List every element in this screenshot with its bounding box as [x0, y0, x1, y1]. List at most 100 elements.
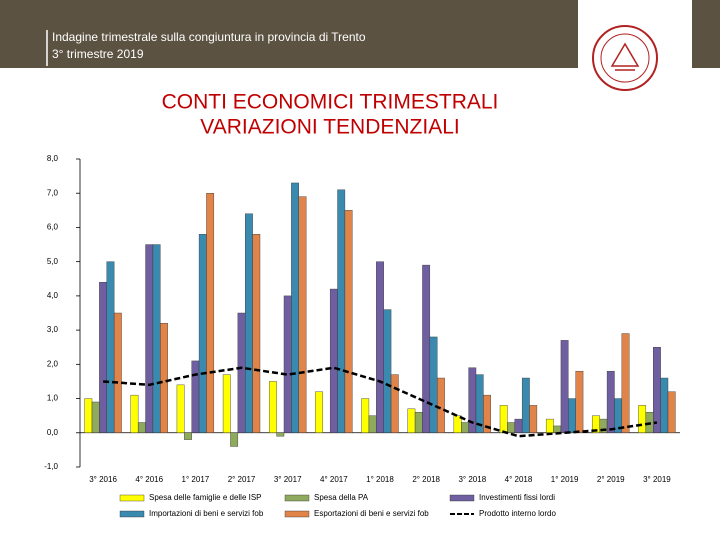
bar [191, 360, 200, 433]
bar [276, 432, 285, 437]
bar [160, 323, 168, 433]
bar [344, 210, 353, 433]
bar [198, 234, 207, 433]
bar [499, 405, 508, 433]
bar [376, 261, 384, 433]
x-tick-label: 2° 2017 [228, 475, 256, 484]
bar [145, 244, 154, 433]
bar [568, 398, 576, 433]
bar [337, 189, 346, 433]
x-tick-label: 4° 2017 [320, 475, 348, 484]
legend-label: Prodotto interno lordo [479, 509, 556, 518]
x-tick-label: 3° 2018 [458, 475, 486, 484]
legend-label: Esportazioni di beni e servizi fob [314, 509, 429, 518]
bar [521, 377, 530, 433]
bar [667, 391, 676, 433]
bar [461, 422, 469, 433]
bar [283, 295, 292, 433]
bar [113, 312, 122, 433]
x-tick-label: 1° 2019 [551, 475, 579, 484]
y-tick-label: 6,0 [47, 223, 59, 232]
y-tick-label: 2,0 [47, 359, 59, 368]
x-tick-label: 3° 2017 [274, 475, 302, 484]
plot: -1,0 0,0 1,0 2,0 3,0 4,0 5,0 6,0 7,0 8,0 3° 2016 4°… [44, 154, 680, 518]
legend-swatch [284, 494, 310, 502]
bar [237, 312, 246, 433]
logo-area [578, 0, 692, 100]
y-tick-label: 5,0 [47, 257, 59, 266]
bar [414, 412, 423, 433]
x-tick-label: 2° 2018 [412, 475, 440, 484]
bar [368, 415, 377, 433]
header-title: Indagine trimestrale sulla congiuntura i… [52, 30, 366, 44]
bar [514, 418, 523, 433]
bar [99, 282, 107, 433]
bar [660, 377, 669, 433]
bar [429, 336, 438, 433]
header-subtitle: 3° trimestre 2019 [52, 47, 144, 61]
legend-label: Importazioni di beni e servizi fob [149, 509, 264, 518]
legend-swatch [449, 494, 475, 502]
bar [245, 213, 253, 433]
y-tick-label: 3,0 [47, 325, 59, 334]
y-tick-label: 8,0 [47, 154, 59, 163]
bar [361, 398, 370, 433]
bar [84, 398, 93, 433]
legend-swatch [284, 510, 310, 518]
bar [329, 288, 338, 433]
chart-title: CONTI ECONOMICI TRIMESTRALI [162, 91, 499, 114]
bar [106, 261, 115, 433]
x-tick-label: 4° 2016 [135, 475, 163, 484]
x-tick-label: 3° 2019 [643, 475, 671, 484]
bar [407, 408, 416, 433]
bar [507, 422, 515, 433]
y-tick-label: 4,0 [47, 291, 59, 300]
bar [560, 340, 569, 433]
line-series [102, 366, 658, 438]
bar [176, 384, 185, 433]
x-tick-label: 4° 2018 [505, 475, 533, 484]
legend-label: Investimenti fissi lordi [479, 493, 555, 502]
bar [606, 370, 615, 433]
x-tick-label: 1° 2018 [366, 475, 394, 484]
bar [621, 333, 630, 433]
y-tick-label: -1,0 [44, 462, 58, 471]
bar [298, 196, 307, 433]
bar [390, 374, 399, 433]
bar [437, 377, 445, 433]
legend-swatch [119, 510, 145, 518]
bar [653, 347, 661, 433]
bar [545, 418, 554, 433]
y-tick-label: 7,0 [47, 188, 59, 197]
bar [575, 370, 584, 433]
chart-title: VARIAZIONI TENDENZIALI [200, 116, 459, 139]
bar [222, 374, 231, 433]
bar [91, 401, 100, 433]
bar [269, 381, 277, 433]
x-tick-label: 2° 2019 [597, 475, 625, 484]
bar [315, 391, 323, 433]
bar [383, 309, 392, 433]
bar [483, 394, 491, 433]
logo [592, 25, 658, 91]
x-tick-label: 3° 2016 [89, 475, 117, 484]
bar [230, 432, 239, 447]
bar [152, 244, 161, 433]
bar [291, 182, 299, 433]
bar [252, 234, 261, 433]
bar [553, 425, 562, 433]
y-tick-label: 1,0 [47, 394, 59, 403]
x-tick-label: 1° 2017 [182, 475, 210, 484]
y-tick-label: 0,0 [47, 428, 59, 437]
bar [422, 264, 431, 433]
bar [638, 405, 647, 433]
bar [529, 405, 538, 433]
bar [137, 422, 146, 433]
bar [130, 394, 139, 433]
legend-label: Spesa della PA [314, 493, 369, 502]
legend-swatch [119, 494, 145, 502]
legend-label: Spesa delle famiglie e delle ISP [149, 493, 262, 502]
bar [206, 193, 215, 433]
